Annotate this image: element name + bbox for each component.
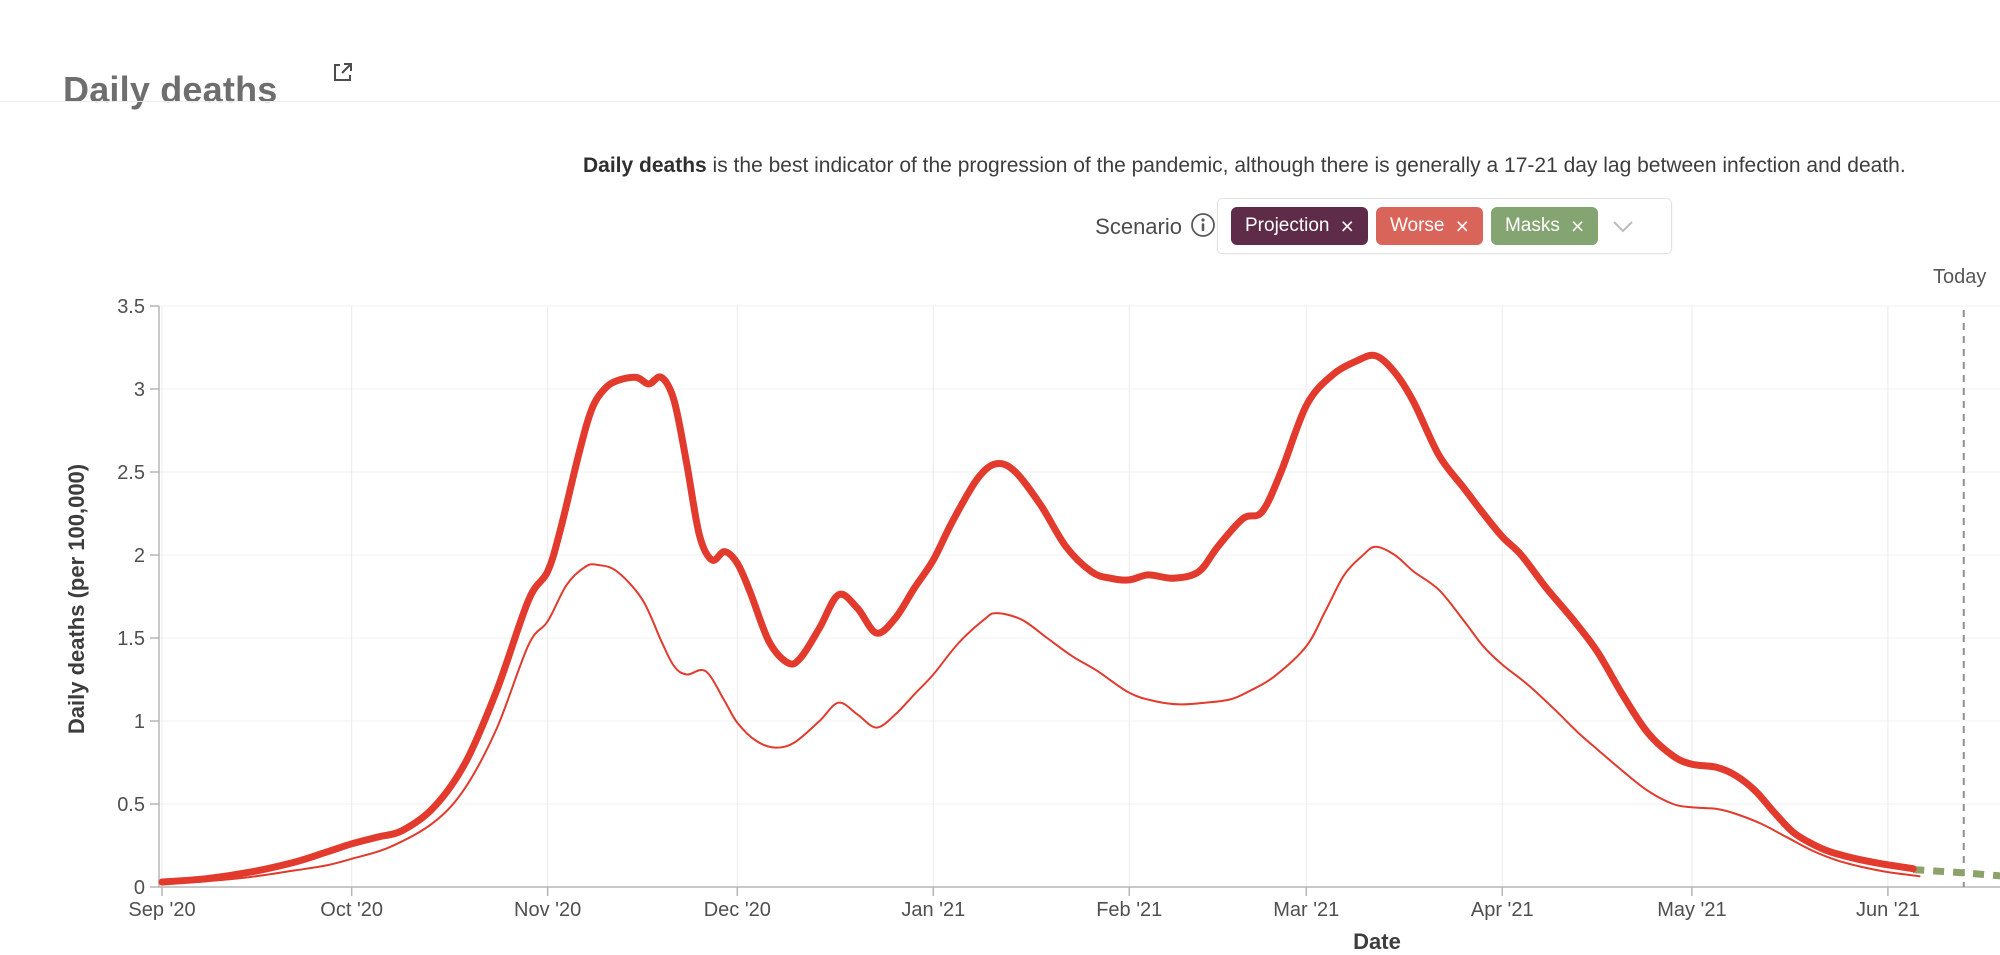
description-text: is the best indicator of the progression… [706,154,1906,177]
header-divider [0,101,2000,102]
x-tick-label: Mar '21 [1273,899,1339,921]
x-tick-label: Sep '20 [128,899,195,921]
y-axis-title: Daily deaths (per 100,000) [64,463,89,735]
scenario-select[interactable]: Projection × Worse × Masks × [1217,198,1672,254]
scenario-tag-label: Projection [1245,215,1330,236]
x-tick-label: Jan '21 [901,899,965,921]
x-tick-label: Dec '20 [704,899,771,921]
remove-tag-icon[interactable]: × [1340,213,1354,239]
remove-tag-icon[interactable]: × [1455,213,1469,239]
y-tick-label: 1.5 [117,628,145,650]
description-bold: Daily deaths [583,154,707,177]
x-tick-label: Feb '21 [1096,899,1162,921]
today-label: Today [1933,266,1987,288]
y-tick-label: 2.5 [117,462,145,484]
series-worse[interactable] [158,351,1917,886]
y-tick-label: 2 [134,545,145,567]
scenario-tag-worse[interactable]: Worse × [1375,207,1483,245]
x-axis-title: Date [1353,929,1401,954]
scenario-tag-label: Masks [1504,215,1560,236]
scenario-label: Scenario [1095,214,1182,239]
x-tick-label: Oct '20 [320,899,383,921]
page-title: Daily deaths [63,69,278,111]
series-projection[interactable] [161,545,1921,885]
y-tick-label: 3 [134,379,145,401]
remove-tag-icon[interactable]: × [1570,213,1585,239]
y-tick-label: 0.5 [117,794,145,816]
y-tick-label: 0 [134,877,145,899]
y-tick-label: 1 [134,711,145,733]
x-tick-label: Apr '21 [1471,899,1534,921]
info-icon[interactable] [1190,212,1216,238]
x-tick-label: Jun '21 [1856,899,1920,921]
chevron-down-icon[interactable] [1612,220,1634,233]
chart-description: Daily deaths is the best indicator of th… [583,154,1906,178]
scenario-tag-projection[interactable]: Projection × [1231,207,1368,245]
external-link-icon[interactable] [330,60,354,84]
scenario-tag-masks[interactable]: Masks × [1490,207,1599,245]
y-tick-label: 3.5 [117,296,145,318]
x-tick-label: Nov '20 [514,899,581,921]
x-tick-label: May '21 [1657,899,1726,921]
scenario-tag-label: Worse [1389,215,1445,236]
series-masks[interactable] [1913,866,2000,880]
